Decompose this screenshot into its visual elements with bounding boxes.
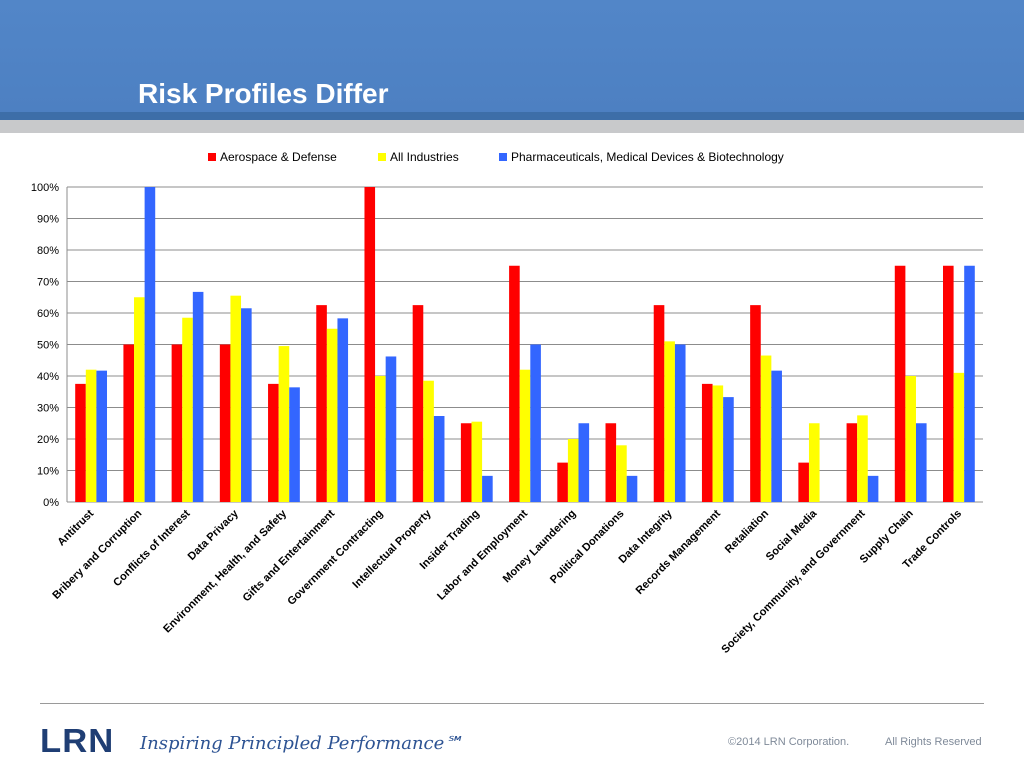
x-tick-label: Government Contracting (285, 508, 385, 608)
y-tick-label: 60% (37, 308, 59, 320)
bar-2 (771, 370, 782, 502)
bar-2 (723, 397, 734, 502)
bar-2 (96, 370, 108, 502)
bar-chart: 0% 10% 20% 30% 40% 50% 60% 70% 80% 90% 100% Antitru… (31, 150, 983, 656)
x-tick-label: Antitrust (55, 507, 96, 548)
copyright-text: ©2014 LRN Corporation. (728, 736, 850, 748)
bar-0 (846, 423, 858, 502)
x-tick-label: Retaliation (723, 507, 771, 555)
bar-2 (385, 356, 397, 502)
legend-label: All Industries (390, 150, 459, 164)
bar-2 (289, 387, 300, 502)
bar-0 (123, 344, 135, 502)
bar-1 (905, 376, 916, 502)
y-tick-label: 0% (43, 497, 59, 509)
slide-title: Risk Profiles Differ (138, 78, 389, 109)
bar-1 (616, 445, 627, 502)
bar-0 (942, 265, 954, 502)
bar-1 (230, 295, 242, 502)
bar-1 (712, 385, 724, 502)
bar-1 (664, 341, 675, 502)
bar-0 (316, 305, 327, 502)
x-tick-label: Intellectual Property (350, 507, 434, 591)
legend-swatch (499, 153, 507, 161)
y-tick-label: 80% (37, 245, 59, 257)
x-tick-label: Bribery and Corruption (50, 507, 144, 601)
bar-2 (674, 344, 686, 502)
footer-rule (40, 703, 984, 704)
bar-0 (798, 462, 809, 502)
bar-1 (519, 369, 531, 502)
legend-swatch (208, 153, 216, 161)
bar-0 (219, 344, 231, 502)
bar-2 (915, 423, 927, 502)
bar-0 (75, 383, 86, 502)
bar-1 (857, 415, 868, 502)
header-gray-bar (0, 120, 1024, 133)
bar-2 (433, 416, 445, 502)
bar-1 (953, 372, 965, 502)
y-tick-label: 30% (37, 403, 59, 415)
bar-1 (471, 421, 483, 502)
y-tick-label: 40% (37, 371, 59, 383)
bar-2 (578, 423, 590, 502)
bar-2 (530, 344, 541, 502)
x-tick-label: Labor and Employment (435, 507, 530, 602)
bar-0 (412, 305, 424, 502)
bar-0 (268, 383, 279, 502)
y-tick-label: 50% (37, 340, 59, 352)
bar-2 (192, 291, 204, 502)
bar-1 (808, 423, 820, 502)
bar-0 (653, 305, 665, 502)
bar-1 (423, 380, 434, 502)
bar-1 (326, 328, 338, 502)
y-tick-label: 70% (37, 277, 59, 289)
bar-0 (557, 462, 568, 502)
legend-swatch (378, 153, 386, 161)
bar-2 (482, 475, 493, 502)
bar-2 (626, 475, 638, 502)
header-stripe (0, 112, 1024, 120)
bar-2 (241, 308, 252, 502)
y-tick-label: 90% (37, 214, 59, 226)
bar-0 (509, 265, 520, 502)
header-band (0, 0, 1024, 112)
bar-1 (278, 346, 290, 502)
bar-0 (460, 423, 472, 502)
lrn-logo: LRN (40, 722, 115, 759)
y-tick-label: 10% (37, 466, 59, 478)
bar-1 (375, 376, 386, 502)
y-tick-label: 100% (31, 182, 59, 194)
bar-1 (134, 297, 145, 502)
bar-2 (337, 318, 349, 502)
legend-label: Aerospace & Defense (220, 150, 337, 164)
legend-label: Pharmaceuticals, Medical Devices & Biote… (511, 150, 784, 164)
x-tick-label: Gifts and Entertainment (241, 507, 338, 604)
bar-0 (171, 344, 183, 502)
bar-0 (894, 265, 906, 502)
bar-1 (760, 355, 772, 502)
bar-1 (85, 369, 97, 502)
bar-2 (964, 265, 975, 502)
x-tick-label: Records Management (634, 507, 724, 597)
bar-0 (750, 305, 761, 502)
rights-text: All Rights Reserved (885, 736, 982, 748)
bar-0 (605, 423, 617, 502)
bar-2 (144, 187, 156, 502)
bar-0 (364, 187, 376, 502)
tagline: Inspiring Principled Performance℠ (140, 733, 463, 754)
bar-1 (182, 317, 193, 502)
bar-0 (701, 383, 713, 502)
bar-2 (867, 475, 879, 502)
bar-1 (567, 439, 579, 502)
y-tick-label: 20% (37, 434, 59, 446)
